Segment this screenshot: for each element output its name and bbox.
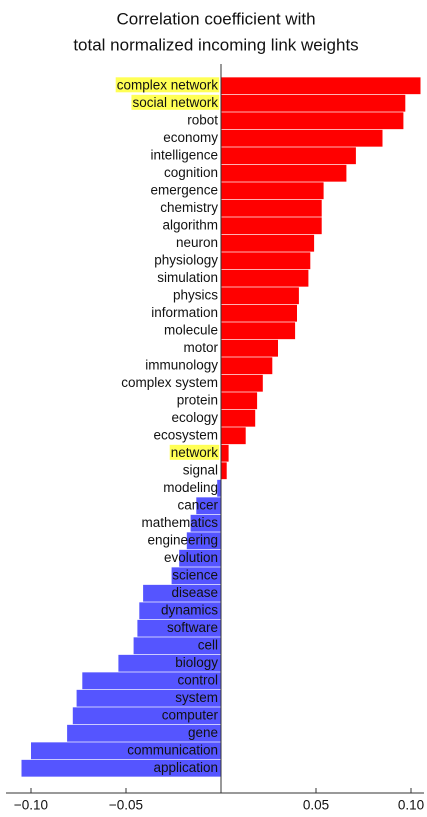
bar bbox=[72, 707, 221, 725]
bar bbox=[221, 147, 356, 165]
bar bbox=[221, 94, 406, 112]
bar bbox=[221, 112, 404, 130]
label-highlight bbox=[115, 77, 220, 93]
bar bbox=[137, 619, 221, 637]
bar bbox=[221, 409, 256, 427]
category-label: emergence bbox=[150, 182, 218, 197]
category-label: system bbox=[175, 690, 218, 705]
category-label: cognition bbox=[164, 165, 218, 180]
label-highlight bbox=[131, 94, 220, 110]
bar bbox=[221, 392, 258, 410]
category-label: chemistry bbox=[160, 200, 218, 215]
chart-title: Correlation coefficient with bbox=[116, 9, 315, 28]
chart-title: total normalized incoming link weights bbox=[73, 35, 358, 54]
category-label: simulation bbox=[157, 270, 218, 285]
x-tick-label: 0.10 bbox=[398, 798, 424, 813]
bar bbox=[221, 357, 273, 375]
bar bbox=[221, 269, 309, 287]
bar bbox=[31, 742, 221, 760]
category-label: information bbox=[151, 305, 218, 320]
bar bbox=[118, 654, 221, 672]
bar bbox=[221, 234, 315, 252]
bar bbox=[221, 164, 347, 182]
bar bbox=[221, 374, 263, 392]
category-label: software bbox=[167, 620, 218, 635]
x-tick-label: −0.05 bbox=[109, 798, 143, 813]
bar bbox=[221, 182, 324, 200]
category-label: cell bbox=[198, 637, 218, 652]
bar bbox=[67, 724, 221, 742]
category-label: communication bbox=[127, 742, 218, 757]
category-label: ecosystem bbox=[153, 427, 218, 442]
category-label: modeling bbox=[163, 480, 218, 495]
category-label: dynamics bbox=[161, 602, 218, 617]
bar bbox=[143, 584, 221, 602]
category-label: mathematics bbox=[141, 515, 218, 530]
label-highlight bbox=[169, 444, 220, 460]
category-label: neuron bbox=[176, 235, 218, 250]
category-label: motor bbox=[183, 340, 218, 355]
bar bbox=[217, 479, 221, 497]
bar bbox=[221, 339, 278, 357]
bar bbox=[82, 672, 221, 690]
bar bbox=[190, 514, 221, 532]
category-label: biology bbox=[175, 655, 218, 670]
category-label: computer bbox=[162, 707, 219, 722]
category-label: cancer bbox=[177, 497, 218, 512]
bar bbox=[221, 462, 227, 480]
category-label: complex network bbox=[117, 77, 219, 92]
bar bbox=[221, 322, 296, 340]
category-label: ecology bbox=[171, 410, 218, 425]
category-label: physics bbox=[173, 287, 218, 302]
category-label: robot bbox=[187, 112, 218, 127]
category-label: physiology bbox=[154, 252, 218, 267]
category-label: evolution bbox=[164, 550, 218, 565]
category-label: gene bbox=[188, 725, 218, 740]
bar bbox=[133, 637, 221, 655]
bar bbox=[221, 304, 297, 322]
category-label: control bbox=[177, 672, 218, 687]
bar bbox=[171, 567, 221, 585]
category-label: algorithm bbox=[162, 217, 218, 232]
bar bbox=[186, 532, 221, 550]
category-label: disease bbox=[171, 585, 218, 600]
bar bbox=[221, 444, 229, 462]
bar bbox=[221, 427, 246, 445]
category-label: signal bbox=[183, 462, 218, 477]
bar bbox=[196, 497, 221, 515]
bar bbox=[221, 252, 311, 270]
bar bbox=[221, 199, 322, 217]
category-label: science bbox=[172, 567, 218, 582]
bar bbox=[221, 287, 299, 305]
category-label: protein bbox=[177, 392, 218, 407]
category-label: intelligence bbox=[150, 147, 218, 162]
bar bbox=[139, 602, 221, 620]
category-label: social network bbox=[132, 95, 218, 110]
category-label: molecule bbox=[164, 322, 218, 337]
category-label: engineering bbox=[147, 532, 218, 547]
bar bbox=[76, 689, 221, 707]
bar bbox=[221, 77, 421, 95]
x-tick-label: −0.10 bbox=[14, 798, 48, 813]
bar bbox=[221, 129, 383, 147]
x-tick-label: 0.05 bbox=[303, 798, 329, 813]
category-label: immunology bbox=[145, 357, 218, 372]
category-label: application bbox=[153, 760, 218, 775]
category-label: complex system bbox=[121, 375, 218, 390]
category-label: network bbox=[171, 445, 219, 460]
bar bbox=[221, 217, 322, 235]
category-label: economy bbox=[163, 130, 218, 145]
bar bbox=[179, 549, 221, 567]
bar bbox=[21, 759, 221, 777]
